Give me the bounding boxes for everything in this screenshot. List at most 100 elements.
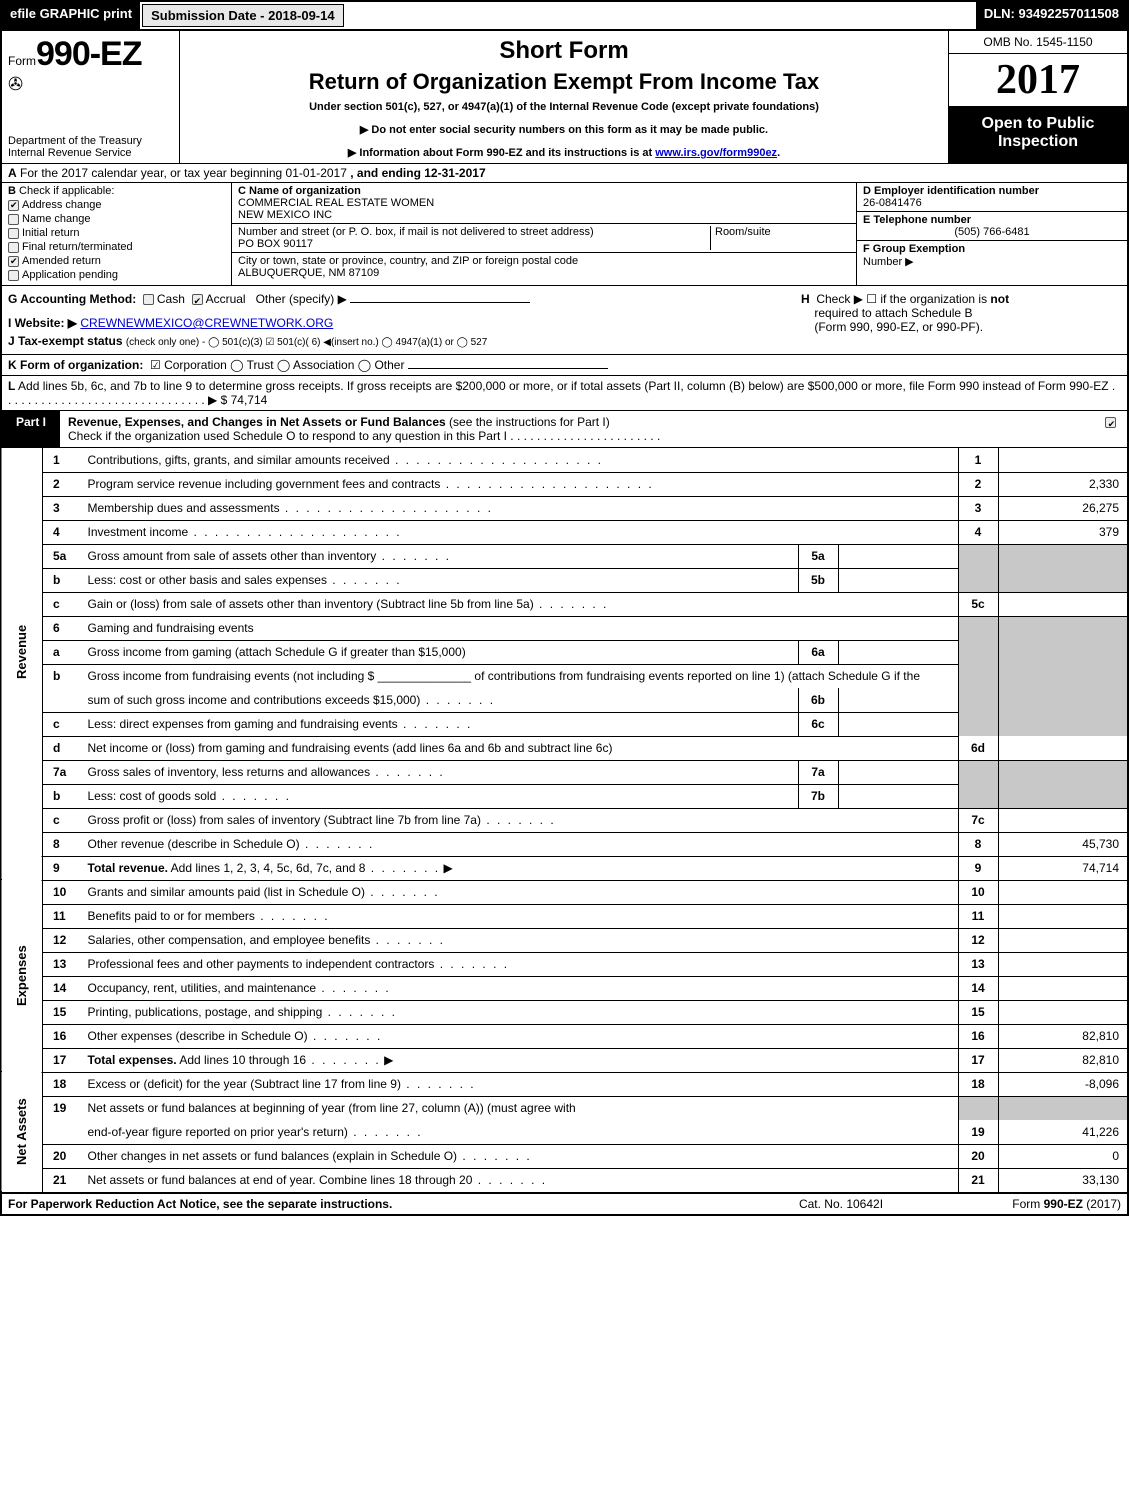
chk-label: Name change	[22, 213, 91, 225]
city-value: ALBUQUERQUE, NM 87109	[238, 267, 379, 279]
footer-left: For Paperwork Reduction Act Notice, see …	[8, 1197, 741, 1211]
line-7a: 7a Gross sales of inventory, less return…	[1, 760, 1128, 784]
ln: 1	[43, 448, 83, 472]
line-12: 12 Salaries, other compensation, and emp…	[1, 928, 1128, 952]
chk-final-return[interactable]: Final return/terminated	[8, 241, 225, 253]
sn: 6b	[798, 688, 838, 712]
h-text3: (Form 990, 990-EZ, or 990-PF).	[814, 320, 983, 334]
ln: 9	[43, 856, 83, 880]
line-4: 4 Investment income 4 379	[1, 520, 1128, 544]
footer-right: Form 990-EZ (2017)	[941, 1197, 1121, 1211]
i-label: I Website: ▶	[8, 316, 77, 330]
sv	[838, 640, 958, 664]
rv	[998, 1000, 1128, 1024]
ln: d	[43, 736, 83, 760]
part1-title-sub: (see the instructions for Part I)	[449, 415, 610, 429]
treasury: Department of the Treasury Internal Reve…	[8, 135, 173, 159]
fr-post: (2017)	[1083, 1197, 1121, 1211]
open-line1: Open to Public	[953, 115, 1123, 133]
rn: 6d	[958, 736, 998, 760]
line-6d: d Net income or (loss) from gaming and f…	[1, 736, 1128, 760]
chk-application-pending[interactable]: Application pending	[8, 269, 225, 281]
chk-address-change[interactable]: Address change	[8, 199, 225, 211]
row-a: A For the 2017 calendar year, or tax yea…	[0, 164, 1129, 183]
grey-cell	[958, 1096, 998, 1120]
sn: 7a	[798, 760, 838, 784]
ghij-right: H Check ▶ ☐ if the organization is not r…	[801, 292, 1121, 348]
ld: Grants and similar amounts paid (list in…	[83, 880, 959, 904]
tax-year: 2017	[949, 54, 1127, 107]
part1-checkbox[interactable]	[1097, 411, 1127, 447]
part1-title-main: Revenue, Expenses, and Changes in Net As…	[68, 415, 449, 429]
part1-lines-table: Revenue 1 Contributions, gifts, grants, …	[0, 448, 1129, 1193]
short-form-title: Short Form	[188, 37, 940, 65]
chk-initial-return[interactable]: Initial return	[8, 227, 225, 239]
rn: 21	[958, 1168, 998, 1192]
ld2: end-of-year figure reported on prior yea…	[83, 1120, 959, 1144]
note2-post: .	[777, 147, 780, 159]
row-l: L Add lines 5b, 6c, and 7b to line 9 to …	[0, 376, 1129, 411]
line-17: 17 Total expenses. Add lines 10 through …	[1, 1048, 1128, 1072]
ld: Other changes in net assets or fund bala…	[83, 1144, 959, 1168]
ln: 10	[43, 880, 83, 904]
dln-badge: DLN: 93492257011508	[976, 2, 1127, 29]
blank-side	[1, 856, 43, 880]
rn: 13	[958, 952, 998, 976]
address-row: Number and street (or P. O. box, if mail…	[232, 224, 856, 253]
ln: 18	[43, 1072, 83, 1096]
note1: ▶ Do not enter social security numbers o…	[188, 123, 940, 136]
ld: Excess or (deficit) for the year (Subtra…	[83, 1072, 959, 1096]
ln: 3	[43, 496, 83, 520]
a-text: For the 2017 calendar year, or tax year …	[20, 166, 347, 180]
group-exemption-row: F Group Exemption Number ▶	[857, 241, 1127, 270]
revenue-side-label: Revenue	[1, 448, 43, 856]
org-name2: NEW MEXICO INC	[238, 209, 332, 221]
line-13: 13 Professional fees and other payments …	[1, 952, 1128, 976]
ld: Gaming and fundraising events	[83, 616, 959, 640]
line-8: 8 Other revenue (describe in Schedule O)…	[1, 832, 1128, 856]
ln: 8	[43, 832, 83, 856]
ld: Total expenses. Add lines 10 through 16 …	[83, 1048, 959, 1072]
rv	[998, 952, 1128, 976]
chk-name-change[interactable]: Name change	[8, 213, 225, 225]
org-name-row: C Name of organization COMMERCIAL REAL E…	[232, 183, 856, 224]
line-16: 16 Other expenses (describe in Schedule …	[1, 1024, 1128, 1048]
ld: Less: direct expenses from gaming and fu…	[83, 712, 799, 736]
ld: Other revenue (describe in Schedule O)	[83, 832, 959, 856]
ln: b	[43, 784, 83, 808]
ln: b	[43, 568, 83, 592]
rv: 26,275	[998, 496, 1128, 520]
a-label: A	[8, 166, 17, 180]
rv	[998, 808, 1128, 832]
line-10: Expenses 10 Grants and similar amounts p…	[1, 880, 1128, 904]
form990ez-link[interactable]: www.irs.gov/form990ez	[655, 147, 777, 159]
ld: Gross income from fundraising events (no…	[83, 664, 959, 688]
ln: 14	[43, 976, 83, 1000]
header-right: OMB No. 1545-1150 2017 Open to Public In…	[949, 31, 1127, 163]
sv	[838, 712, 958, 736]
chk-amended-return[interactable]: Amended return	[8, 255, 225, 267]
line-21: 21 Net assets or fund balances at end of…	[1, 1168, 1128, 1192]
ld: Net assets or fund balances at end of ye…	[83, 1168, 959, 1192]
ld: Gross amount from sale of assets other t…	[83, 544, 799, 568]
rn: 11	[958, 904, 998, 928]
website-link[interactable]: CREWNEWMEXICO@CREWNETWORK.ORG	[80, 316, 333, 330]
phone-row: E Telephone number (505) 766-6481	[857, 212, 1127, 241]
line-19-1: 19 Net assets or fund balances at beginn…	[1, 1096, 1128, 1120]
org-name1: COMMERCIAL REAL ESTATE WOMEN	[238, 197, 434, 209]
sn: 5a	[798, 544, 838, 568]
rv	[998, 928, 1128, 952]
form-number: Form990-EZ	[8, 35, 173, 74]
l17-rest: Add lines 10 through 16	[177, 1053, 306, 1067]
grey-cell	[998, 1096, 1128, 1120]
b-label: B	[8, 185, 16, 197]
chk-label: Address change	[22, 199, 102, 211]
footer: For Paperwork Reduction Act Notice, see …	[0, 1193, 1129, 1216]
eagle-icon: ✇	[8, 74, 173, 95]
line-3: 3 Membership dues and assessments 3 26,2…	[1, 496, 1128, 520]
rn: 18	[958, 1072, 998, 1096]
h-label: H	[801, 292, 810, 306]
grey-cell	[998, 616, 1128, 736]
addr-value: PO BOX 90117	[238, 238, 313, 250]
k-opts: ☑ Corporation ◯ Trust ◯ Association ◯ Ot…	[150, 358, 404, 372]
